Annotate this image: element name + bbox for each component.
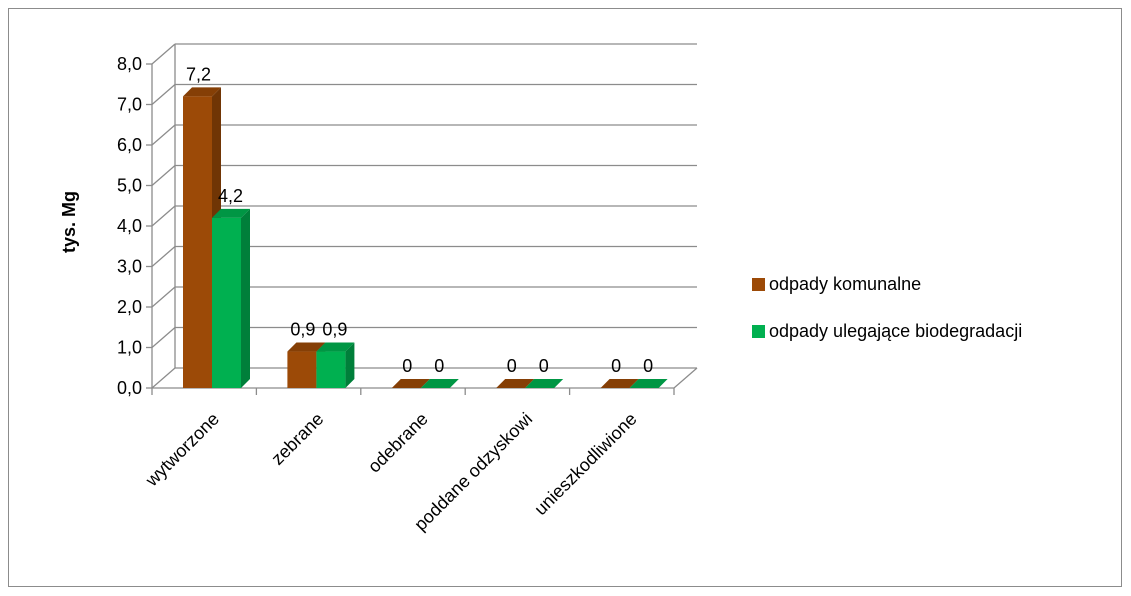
data-label: 0 — [434, 356, 444, 376]
bar-biodegradacja — [212, 217, 241, 388]
y-tick-label: 6,0 — [117, 135, 142, 155]
bar-biodegradacja-top — [525, 379, 564, 388]
wall-gridline — [151, 246, 176, 267]
bar-komunalne-top — [391, 379, 430, 388]
y-tick-label: 2,0 — [117, 297, 142, 317]
legend-item-biodegradacja: odpady ulegające biodegradacji — [752, 321, 1022, 342]
data-label: 4,2 — [218, 186, 243, 206]
bar-komunalne-top — [496, 379, 535, 388]
data-label: 0 — [507, 356, 517, 376]
bar-biodegradacja-top — [629, 379, 668, 388]
bar-komunalne-top — [600, 379, 639, 388]
legend-swatch-biodegradacja — [752, 325, 765, 338]
y-tick-label: 3,0 — [117, 257, 142, 277]
x-tick-label: odebrane — [364, 409, 432, 477]
bar-komunalne — [183, 96, 212, 389]
bar-komunalne-top — [183, 87, 221, 97]
x-tick-label: zebrane — [267, 409, 327, 469]
wall-gridline — [151, 124, 176, 146]
y-tick-label: 5,0 — [117, 176, 142, 196]
data-label: 0 — [402, 356, 412, 376]
y-axis-title: tys. Mg — [59, 191, 79, 253]
y-tick-label: 1,0 — [117, 338, 142, 358]
bar-biodegradacja — [316, 351, 346, 388]
data-label: 0,9 — [290, 320, 315, 340]
data-label: 7,2 — [186, 64, 211, 84]
wall-gridline — [151, 43, 176, 65]
wall-gridline — [151, 286, 176, 308]
data-label: 0 — [539, 356, 549, 376]
bar-komunalne — [287, 351, 317, 388]
bar-komunalne-top — [287, 342, 326, 352]
legend-label-biodegradacja: odpady ulegające biodegradacji — [769, 321, 1023, 341]
legend-item-komunalne: odpady komunalne — [752, 274, 921, 295]
bar-biodegradacja-side — [345, 342, 355, 388]
data-label: 0 — [611, 356, 621, 376]
wall-gridline — [151, 205, 176, 227]
legend-swatch-komunalne — [752, 278, 765, 291]
x-tick-label: wytworzone — [141, 409, 223, 491]
x-tick-label: unieszkodliwione — [530, 409, 640, 519]
bar-biodegradacja-top — [212, 208, 250, 218]
data-label: 0 — [643, 356, 653, 376]
x-tick-label: poddane odzyskowi — [410, 409, 536, 535]
bar-biodegradacja-top — [316, 342, 355, 352]
wall-gridline — [151, 367, 176, 389]
y-tick-label: 7,0 — [117, 95, 142, 115]
y-tick-label: 0,0 — [117, 378, 142, 398]
legend-label-komunalne: odpady komunalne — [769, 274, 922, 294]
bar-biodegradacja-side — [241, 208, 250, 388]
data-label: 0,9 — [322, 320, 347, 340]
bar-biodegradacja-top — [420, 379, 459, 388]
wall-gridline — [151, 327, 176, 348]
y-tick-label: 8,0 — [117, 54, 142, 74]
wall-gridline — [151, 165, 176, 186]
wall-gridline — [151, 84, 176, 105]
y-tick-label: 4,0 — [117, 216, 142, 236]
